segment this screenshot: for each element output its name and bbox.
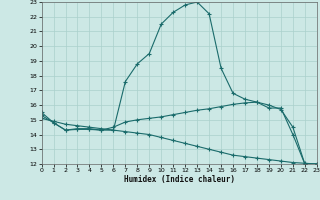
X-axis label: Humidex (Indice chaleur): Humidex (Indice chaleur) (124, 175, 235, 184)
